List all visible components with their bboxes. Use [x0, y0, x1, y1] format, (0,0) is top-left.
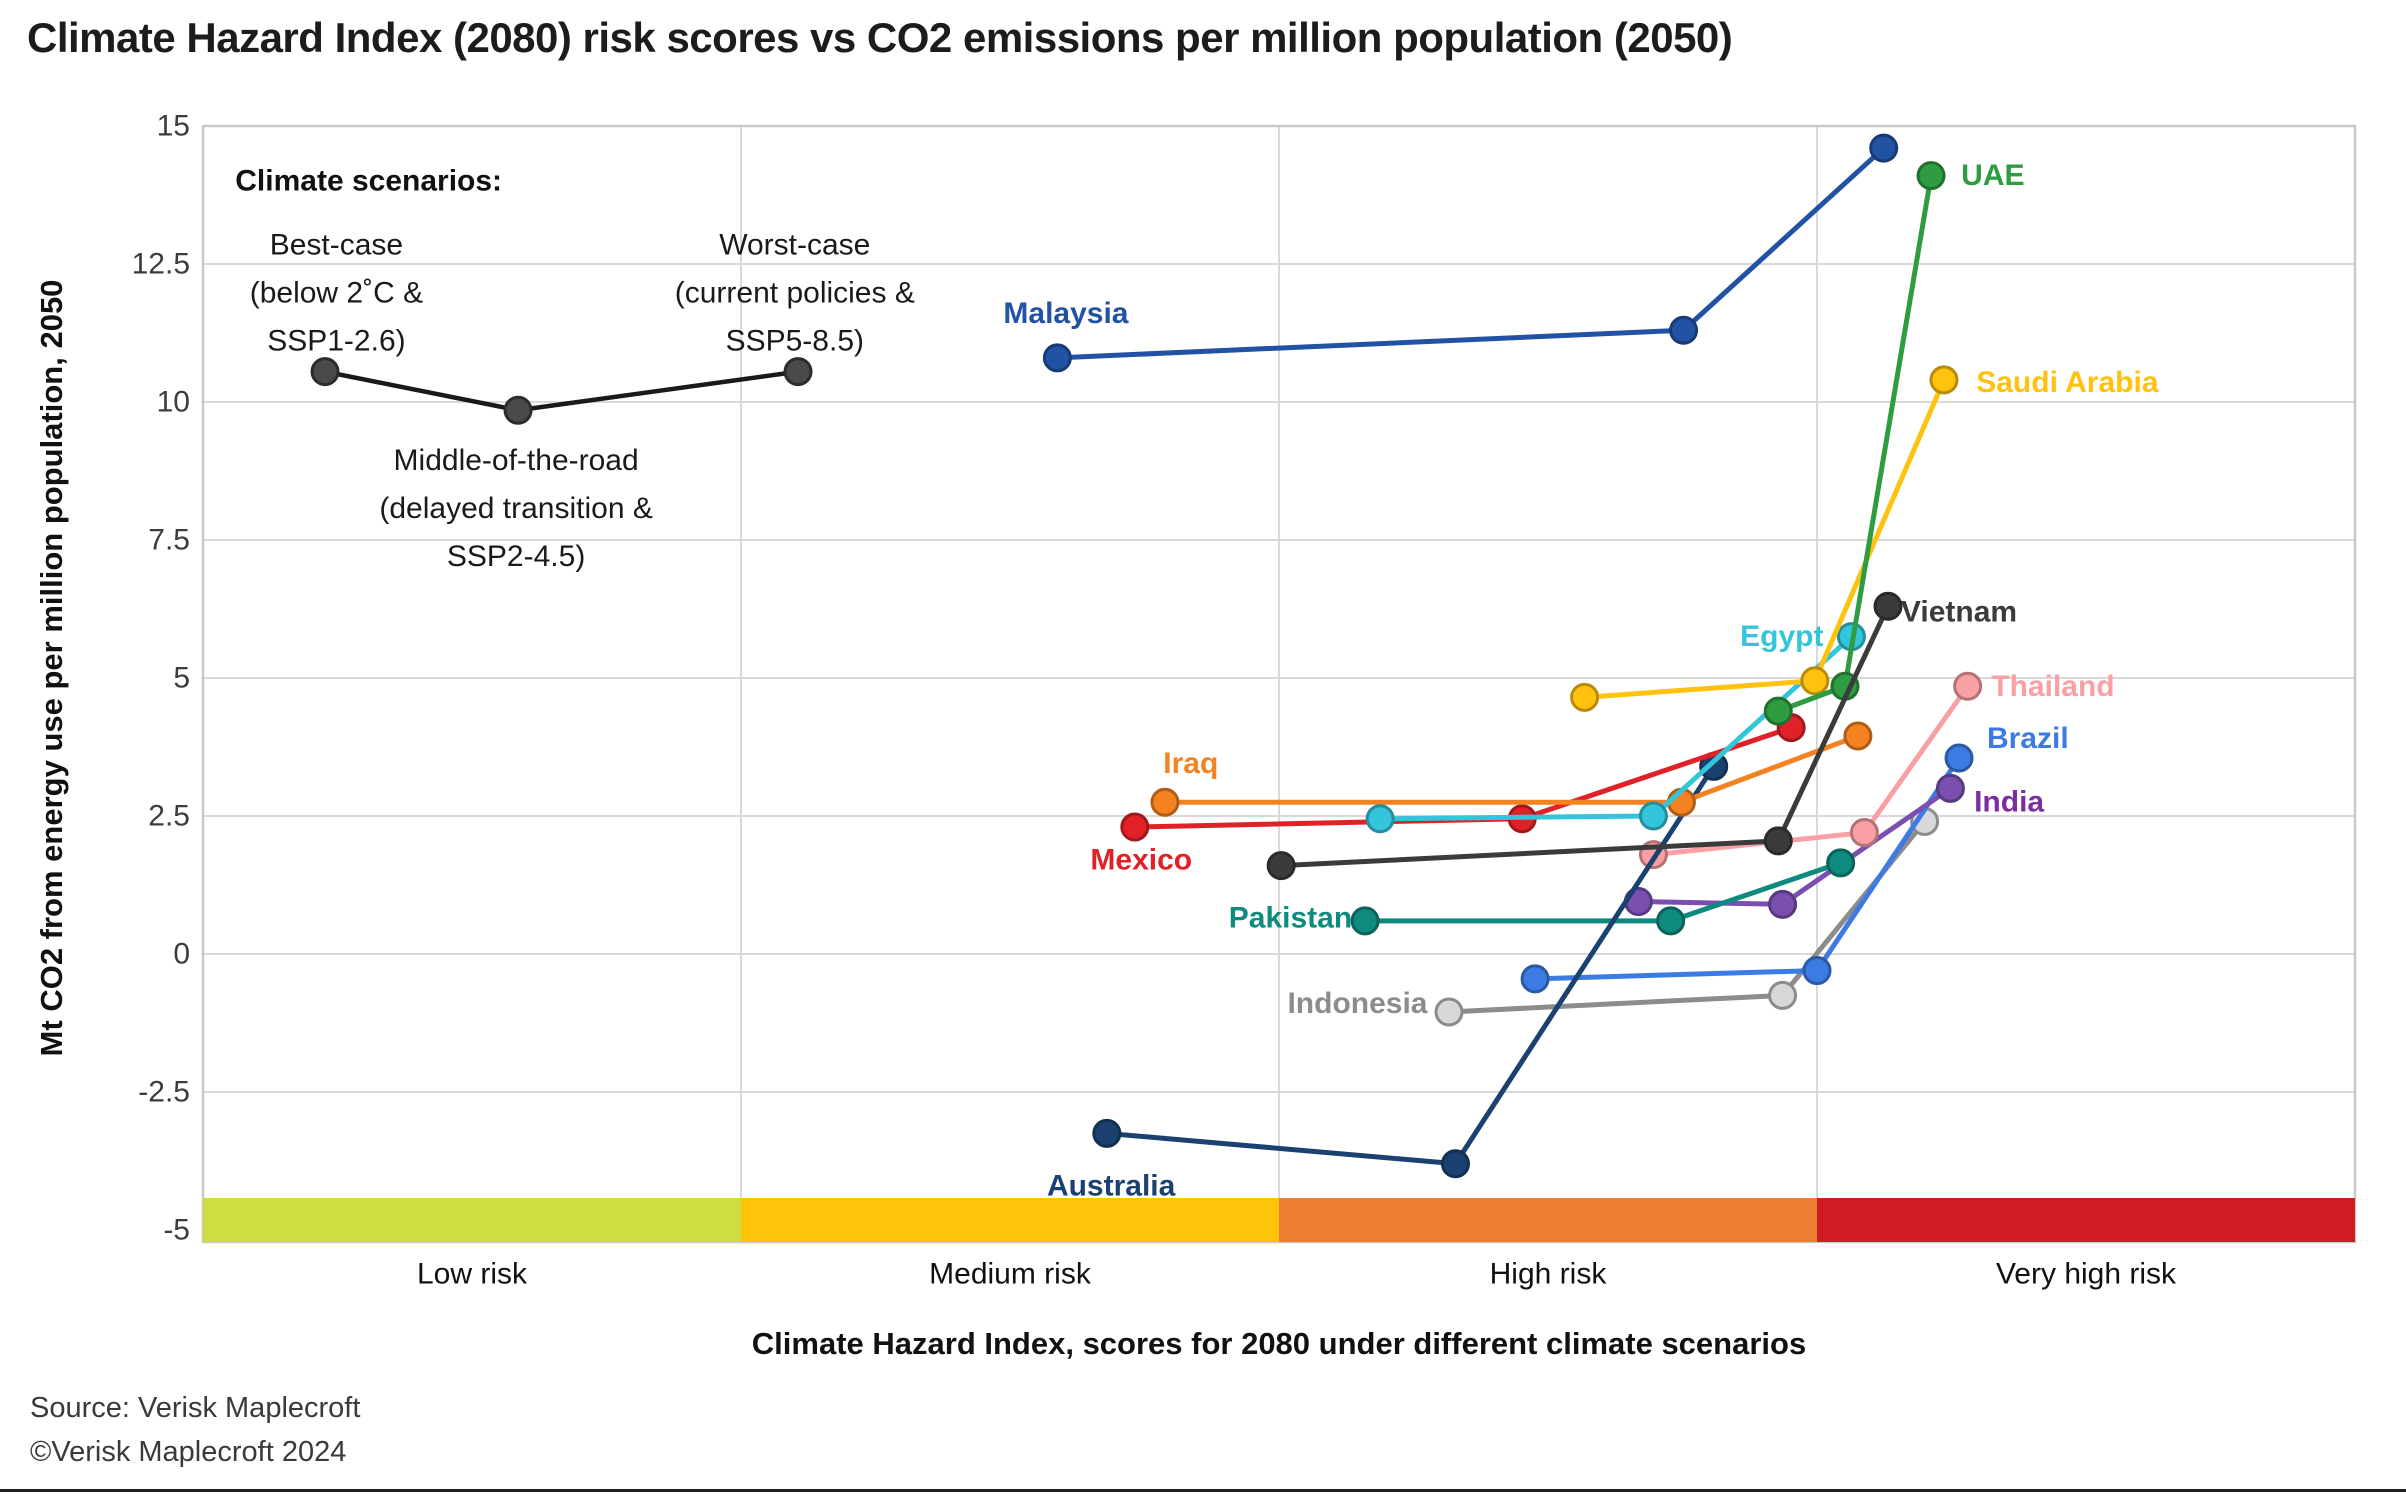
y-tick--5: -5 [163, 1214, 190, 1247]
copyright-text: ©Verisk Maplecroft 2024 [30, 1436, 347, 1468]
point-india-worst-case [1935, 773, 1965, 803]
point-australia-middle-of-the-road [1440, 1149, 1470, 1179]
y-tick-0: 0 [173, 938, 190, 971]
country-label-india: India [1974, 786, 2044, 819]
point-saudi-arabia-worst-case [1929, 365, 1959, 395]
scenario-legend-label-0: Best-case (below 2˚C & SSP1-2.6) [250, 228, 423, 357]
point-vietnam-worst-case [1873, 591, 1903, 621]
point-thailand-middle-of-the-road [1849, 818, 1879, 848]
series-india: India [1623, 773, 2044, 919]
series-malaysia: Malaysia [1003, 133, 1899, 373]
point-vietnam-middle-of-the-road [1763, 826, 1793, 856]
point-iraq-best-case [1150, 787, 1180, 817]
risk-band-label-very-high-risk: Very high risk [1996, 1258, 2177, 1291]
point-malaysia-middle-of-the-road [1669, 315, 1699, 345]
gridlines [203, 126, 2355, 1198]
point-egypt-best-case [1365, 804, 1395, 834]
country-label-mexico: Mexico [1090, 844, 1192, 877]
scenario-legend-label-2: Worst-case (current policies & SSP5-8.5) [675, 228, 915, 357]
point-uae-best-case [1763, 696, 1793, 726]
y-tick-12.5: 12.5 [132, 248, 190, 281]
country-label-uae: UAE [1961, 159, 2024, 192]
point-mexico-best-case [1120, 812, 1150, 842]
point-pakistan-worst-case [1826, 848, 1856, 878]
risk-band-label-high-risk: High risk [1490, 1258, 1608, 1291]
risk-bands: Low risk Medium risk High risk Very high ri… [203, 1198, 2355, 1291]
country-label-egypt: Egypt [1740, 620, 1823, 653]
risk-band-medium-risk [741, 1198, 1279, 1242]
series-australia: Australia [1047, 751, 1729, 1202]
y-tick-2.5: 2.5 [148, 800, 190, 833]
point-india-middle-of-the-road [1768, 889, 1798, 919]
y-tick--2.5: -2.5 [138, 1076, 190, 1109]
scenario-legend-heading: Climate scenarios: [235, 165, 502, 198]
risk-band-low-risk [203, 1198, 741, 1242]
point-pakistan-middle-of-the-road [1656, 906, 1686, 936]
risk-band-label-medium-risk: Medium risk [929, 1258, 1092, 1291]
country-label-saudi-arabia: Saudi Arabia [1976, 366, 2159, 399]
scenario-legend: Climate scenarios: Best-case (below 2˚C & S… [235, 165, 915, 573]
point-vietnam-best-case [1266, 851, 1296, 881]
series-line-iraq [1162, 733, 1861, 805]
point-indonesia-best-case [1434, 997, 1464, 1027]
source-text: Source: Verisk Maplecroft [30, 1392, 361, 1424]
scenario-legend-line [324, 369, 799, 413]
y-tick-15: 15 [157, 110, 190, 143]
point-pakistan-best-case [1350, 906, 1380, 936]
y-tick-10: 10 [157, 386, 190, 419]
series-line-malaysia [1054, 145, 1887, 361]
point-brazil-best-case [1520, 964, 1550, 994]
series-uae: UAE [1763, 159, 2025, 726]
country-label-thailand: Thailand [1991, 670, 2114, 703]
series-saudi-arabia: Saudi Arabia [1570, 365, 2159, 712]
country-label-malaysia: Malaysia [1003, 297, 1128, 330]
point-malaysia-worst-case [1869, 133, 1899, 163]
bottom-border [0, 1489, 2406, 1492]
scenario-legend-point-2 [783, 357, 813, 387]
y-tick-5: 5 [173, 662, 190, 695]
y-axis-title: Mt CO2 from energy use per million popul… [34, 279, 69, 1057]
point-egypt-middle-of-the-road [1638, 801, 1668, 831]
chart-title: Climate Hazard Index (2080) risk scores … [27, 14, 1733, 61]
country-label-indonesia: Indonesia [1287, 987, 1427, 1020]
scenario-legend-label-1: Middle-of-the-road (delayed transition & S… [379, 443, 653, 572]
scenario-legend-point-0 [310, 357, 340, 387]
series-indonesia: Indonesia [1287, 807, 1940, 1027]
x-axis-title: Climate Hazard Index, scores for 2080 un… [751, 1326, 1807, 1361]
scenario-legend-point-1 [503, 395, 533, 425]
point-brazil-middle-of-the-road [1802, 956, 1832, 986]
point-australia-best-case [1092, 1118, 1122, 1148]
series-vietnam: Vietnam [1266, 591, 2017, 881]
point-thailand-worst-case [1953, 671, 1983, 701]
country-label-vietnam: Vietnam [1901, 595, 2017, 628]
country-label-australia: Australia [1047, 1169, 1176, 1202]
risk-band-high-risk [1279, 1198, 1817, 1242]
point-saudi-arabia-middle-of-the-road [1800, 666, 1830, 696]
country-label-pakistan: Pakistan [1229, 902, 1352, 935]
point-uae-worst-case [1916, 161, 1946, 191]
risk-band-very-high-risk [1817, 1198, 2355, 1242]
y-tick-7.5: 7.5 [148, 524, 190, 557]
series-brazil: Brazil [1520, 722, 2069, 994]
country-label-brazil: Brazil [1987, 722, 2069, 755]
risk-band-label-low-risk: Low risk [417, 1258, 528, 1291]
point-iraq-worst-case [1843, 721, 1873, 751]
point-saudi-arabia-best-case [1570, 682, 1600, 712]
point-malaysia-best-case [1042, 343, 1072, 373]
series-line-pakistan [1362, 860, 1844, 924]
country-label-iraq: Iraq [1163, 747, 1218, 780]
series-pakistan: Pakistan [1229, 848, 1856, 936]
y-axis-ticks: 15 12.5 10 7.5 5 2.5 0 -2.5 -5 [132, 110, 190, 1247]
point-brazil-worst-case [1944, 743, 1974, 773]
point-indonesia-middle-of-the-road [1768, 980, 1798, 1010]
